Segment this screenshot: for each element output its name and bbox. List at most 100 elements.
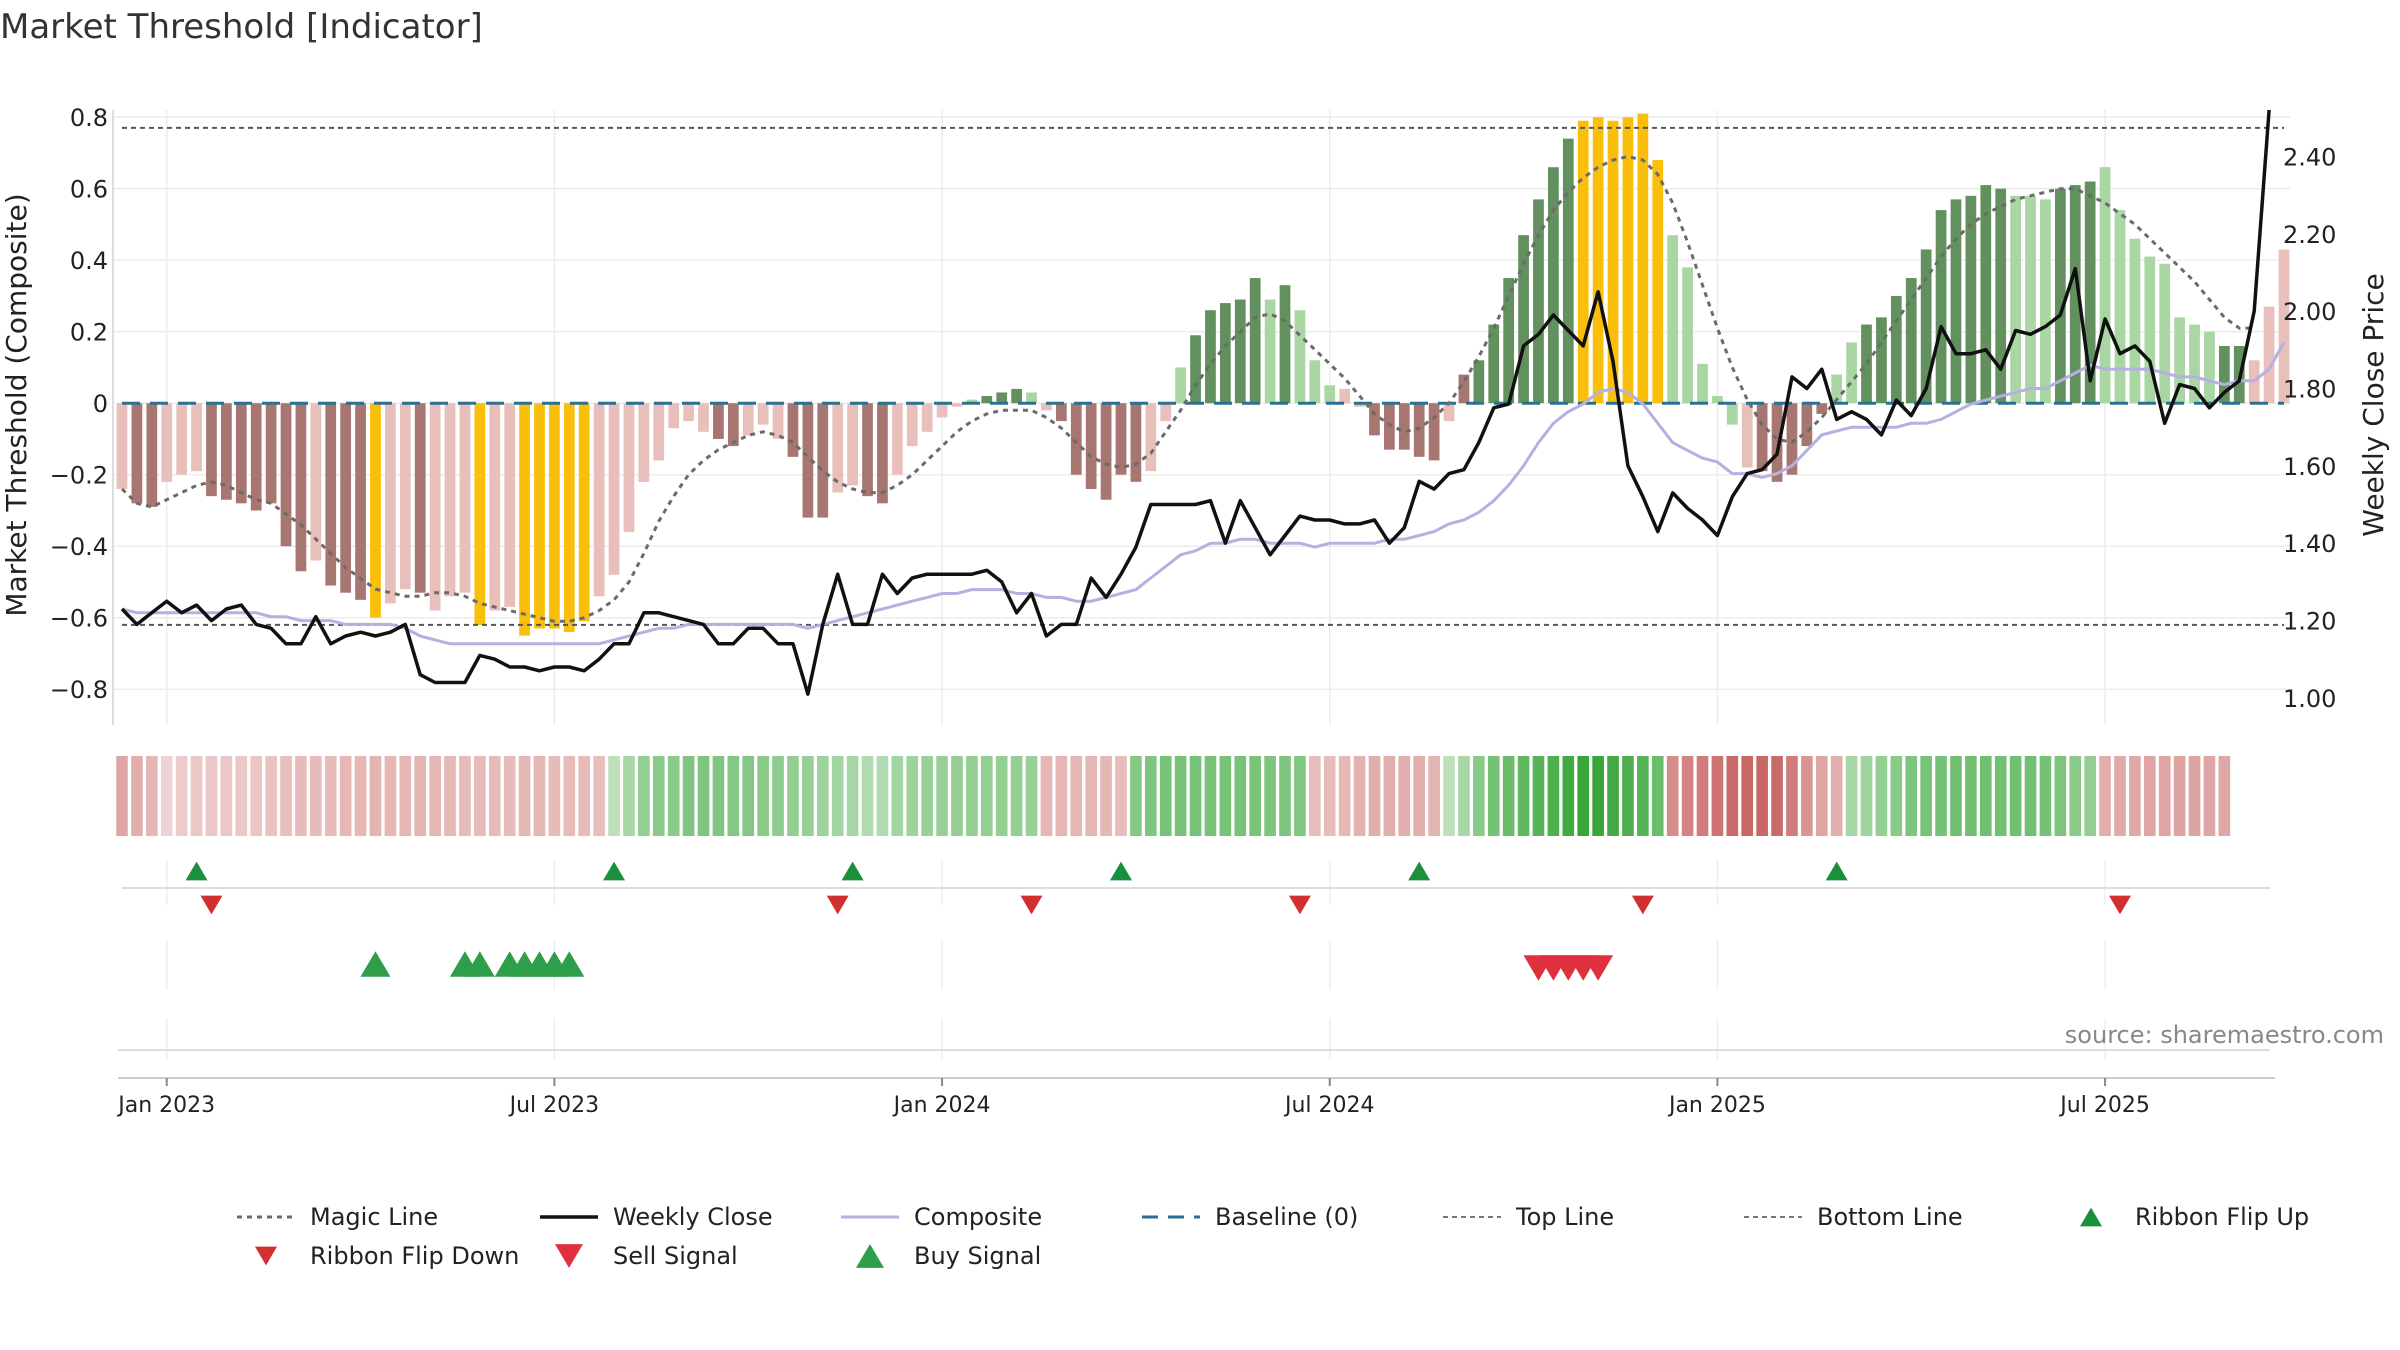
composite-bar bbox=[683, 403, 694, 422]
composite-bar bbox=[1503, 278, 1515, 404]
ribbon-cell bbox=[1428, 756, 1440, 836]
composite-bar bbox=[2174, 317, 2185, 404]
composite-bar bbox=[2114, 210, 2126, 404]
composite-bar bbox=[1756, 403, 1768, 472]
composite-bar bbox=[2129, 238, 2141, 404]
composite-bar bbox=[1473, 360, 1485, 404]
composite-bar bbox=[519, 403, 530, 636]
composite-bar bbox=[2069, 185, 2081, 404]
ribbon-cell bbox=[1502, 756, 1515, 836]
composite-bar bbox=[1995, 188, 2007, 404]
buy-signal-marker bbox=[554, 951, 585, 977]
ribbon-cell bbox=[533, 756, 546, 836]
legend-item: Bottom Line bbox=[1744, 1203, 1963, 1231]
composite-bar bbox=[1905, 278, 1917, 404]
legend-label: Top Line bbox=[1515, 1203, 1614, 1231]
composite-bar bbox=[1011, 388, 1022, 404]
composite-bar bbox=[1115, 403, 1127, 475]
ribbon-cell bbox=[1547, 756, 1560, 836]
ribbon-cell bbox=[518, 756, 531, 836]
composite-bar bbox=[1070, 403, 1082, 475]
composite-bar bbox=[2040, 199, 2051, 404]
ribbon-cell bbox=[816, 756, 829, 836]
composite-bar bbox=[1607, 120, 1619, 404]
composite-bar bbox=[1980, 185, 1992, 404]
ribbon-cell bbox=[1338, 756, 1351, 836]
ribbon-cell bbox=[548, 756, 561, 836]
composite-bar bbox=[1339, 388, 1351, 404]
ribbon-cell bbox=[295, 756, 307, 836]
ribbon-cell bbox=[2218, 756, 2231, 836]
composite-bar bbox=[877, 403, 888, 504]
composite-bar bbox=[2189, 324, 2200, 404]
composite-bar bbox=[1398, 403, 1410, 450]
ribbon-cell bbox=[220, 756, 233, 836]
ribbon-cell bbox=[682, 756, 695, 836]
ribbon-cell bbox=[1085, 756, 1097, 836]
ribbon-cell bbox=[1771, 756, 1783, 836]
composite-bar bbox=[235, 403, 247, 504]
ribbon-cell bbox=[339, 756, 352, 836]
ribbon-cell bbox=[1786, 756, 1798, 836]
composite-bar bbox=[310, 403, 322, 561]
ribbon-cell bbox=[459, 756, 471, 836]
x-tick-label: Jul 2025 bbox=[2058, 1093, 2150, 1118]
composite-bar bbox=[1846, 342, 1857, 404]
ribbon-cell bbox=[802, 756, 814, 836]
composite-bar bbox=[146, 403, 158, 507]
ribbon-cell bbox=[563, 756, 576, 836]
composite-bar bbox=[1309, 360, 1321, 404]
composite-bar bbox=[459, 403, 471, 593]
composite-bar bbox=[489, 403, 501, 611]
composite-bar bbox=[1890, 295, 1902, 404]
ribbon-cell bbox=[2158, 756, 2171, 836]
ribbon-cell bbox=[1100, 756, 1112, 836]
composite-bar bbox=[1816, 403, 1828, 414]
ribbon-cell bbox=[1264, 756, 1276, 836]
ribbon-cell bbox=[399, 756, 412, 836]
ribbon-cell bbox=[980, 756, 993, 836]
ribbon-cell bbox=[1905, 756, 1918, 836]
composite-bar bbox=[623, 403, 635, 532]
ribbon-flip-up-marker bbox=[185, 861, 208, 881]
composite-bar bbox=[1428, 403, 1440, 461]
ribbon-cell bbox=[1711, 756, 1724, 836]
composite-bar bbox=[131, 403, 143, 504]
composite-bar bbox=[385, 403, 396, 604]
composite-bar bbox=[996, 392, 1008, 404]
ribbon-cell bbox=[966, 756, 978, 836]
legend-item: Magic Line bbox=[237, 1203, 438, 1231]
ribbon-flip-down-marker bbox=[1288, 895, 1311, 915]
ribbon-cell bbox=[1174, 756, 1187, 836]
ribbon-cell bbox=[846, 756, 859, 836]
ribbon-cell bbox=[1517, 756, 1530, 836]
composite-bar bbox=[176, 403, 188, 475]
ribbon-cell bbox=[1741, 756, 1754, 836]
ribbon-cell bbox=[2069, 756, 2082, 836]
composite-bar bbox=[921, 403, 933, 432]
buy-signal-marker bbox=[360, 951, 391, 977]
composite-bar bbox=[1861, 324, 1872, 404]
y-tick-left: −0.6 bbox=[50, 605, 108, 633]
composite-bar bbox=[340, 403, 352, 593]
composite-bar bbox=[1055, 403, 1067, 422]
y-tick-right: 2.20 bbox=[2283, 221, 2336, 249]
composite-bar bbox=[772, 403, 784, 439]
ribbon-cell bbox=[1950, 756, 1962, 836]
composite-bar bbox=[1697, 363, 1708, 404]
y-tick-left: 0.4 bbox=[70, 247, 108, 275]
ribbon-cell bbox=[1607, 756, 1619, 836]
ribbon-cell bbox=[876, 756, 889, 836]
ribbon-cell bbox=[1055, 756, 1068, 836]
composite-bar bbox=[1264, 299, 1276, 404]
ribbon-cell bbox=[1458, 756, 1470, 836]
ribbon-cell bbox=[727, 756, 740, 836]
composite-bar bbox=[2278, 249, 2290, 404]
ribbon-cell bbox=[1681, 756, 1694, 836]
y-tick-right: 1.60 bbox=[2283, 453, 2336, 481]
ribbon-cell bbox=[190, 756, 203, 836]
composite-bar bbox=[847, 403, 858, 486]
ribbon-flip-down-marker bbox=[1631, 895, 1654, 915]
axes: 0.8 0.6 0.4 0.2 0 −0.2 −0.4 −0.6 −0.8 2.40 2.20 2.0… bbox=[50, 104, 2336, 725]
